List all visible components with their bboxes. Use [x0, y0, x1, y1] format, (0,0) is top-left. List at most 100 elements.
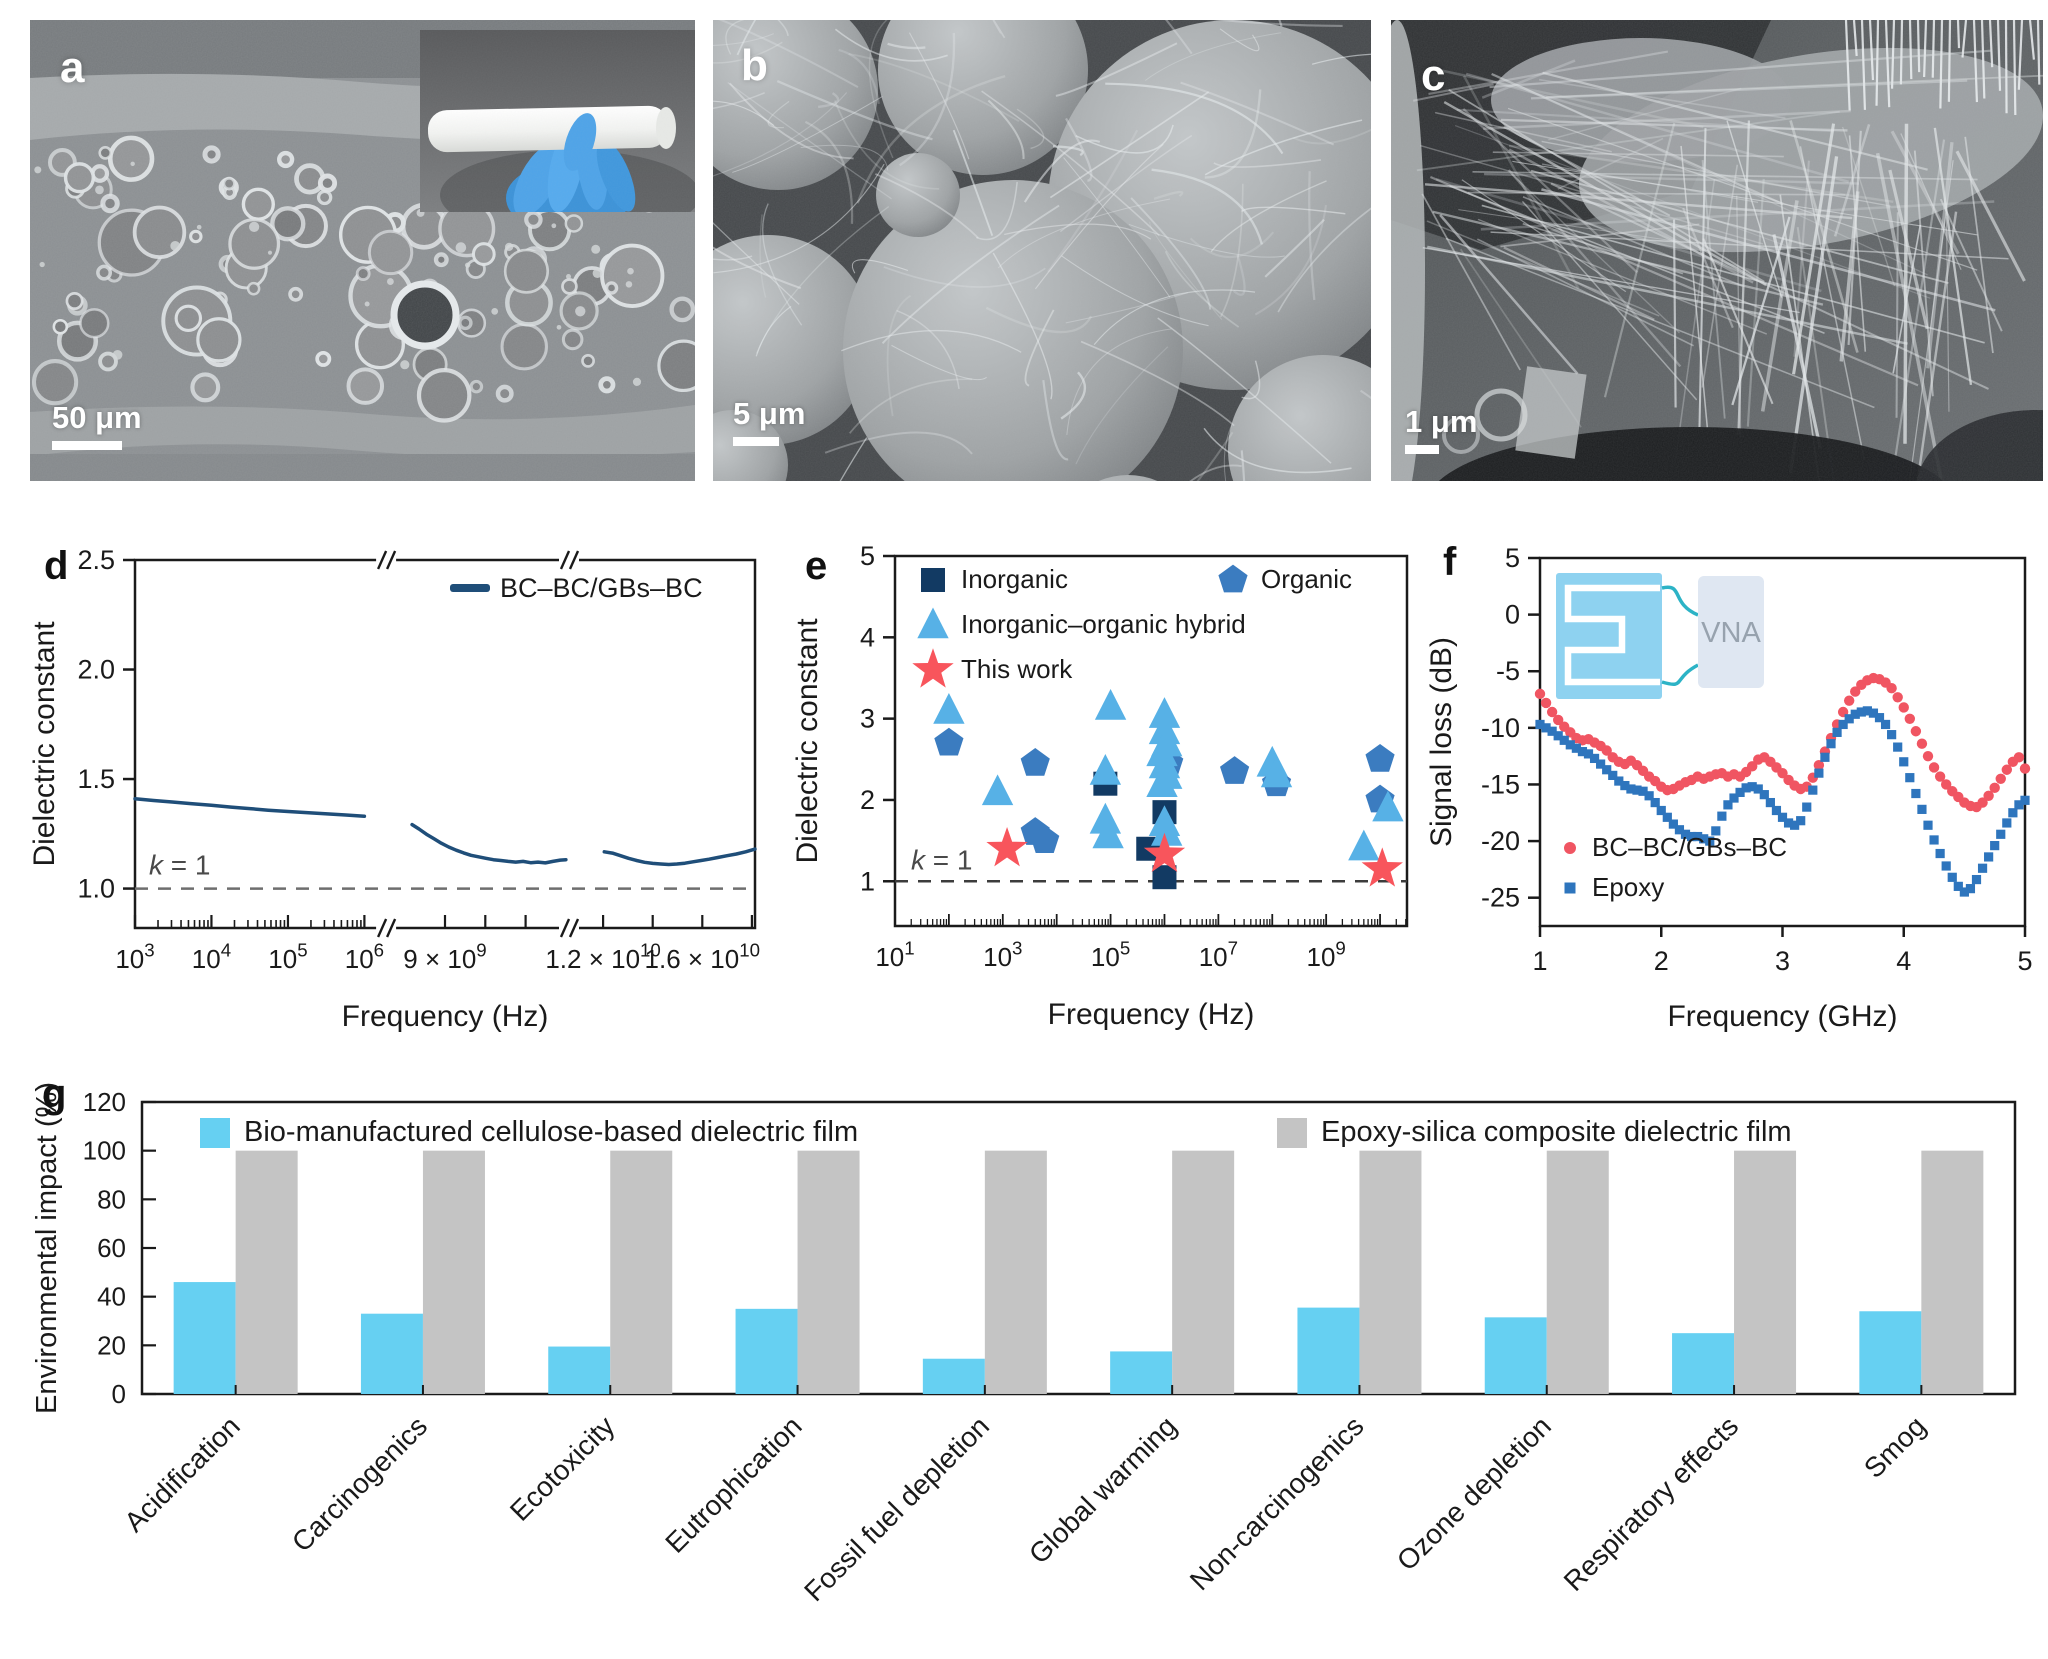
panel-a-sem-image: a 50 μm: [30, 20, 695, 481]
panel-e-label: e: [805, 544, 828, 588]
svg-text:This work: This work: [961, 654, 1073, 684]
svg-text:105: 105: [1091, 937, 1130, 972]
svg-text:80: 80: [97, 1184, 126, 1214]
svg-text:Ecotoxicity: Ecotoxicity: [504, 1410, 621, 1527]
svg-text:Fossil fuel depletion: Fossil fuel depletion: [798, 1410, 995, 1607]
svg-text:Inorganic–organic hybrid: Inorganic–organic hybrid: [961, 609, 1246, 639]
svg-text:5: 5: [2017, 946, 2032, 976]
panel-b-scalebar: 5 μm: [733, 398, 805, 446]
panel-f-label: f: [1443, 540, 1457, 584]
vna-measurement-inset: VNA: [1556, 573, 1764, 699]
svg-text:4: 4: [860, 622, 875, 652]
svg-text:3: 3: [1775, 946, 1790, 976]
svg-text:3: 3: [860, 704, 875, 734]
panel-b-label: b: [741, 41, 768, 90]
svg-text:103: 103: [983, 937, 1022, 972]
svg-text:Bio-manufactured cellulose-bas: Bio-manufactured cellulose-based dielect…: [244, 1116, 858, 1148]
svg-text:-20: -20: [1481, 826, 1520, 856]
svg-text:k = 1: k = 1: [911, 844, 972, 875]
svg-text:-15: -15: [1481, 769, 1520, 799]
panel-b-scalebar-text: 5 μm: [733, 396, 806, 431]
panel-a-scalebar: 50 μm: [52, 402, 142, 450]
svg-text:4: 4: [1896, 946, 1911, 976]
film-roll-photo: [420, 30, 695, 212]
chart-f-signal-loss-vs-frequency: 5 0 -5 -10 -15 -20 -25 1 2 3 4 5 BC–BC/GBs–BC Epoxy VN…: [1425, 543, 2033, 1033]
svg-text:-10: -10: [1481, 713, 1520, 743]
svg-text:9 × 109: 9 × 109: [403, 939, 486, 974]
svg-text:Eutrophication: Eutrophication: [659, 1410, 808, 1559]
svg-text:1: 1: [1532, 946, 1547, 976]
svg-text:Organic: Organic: [1261, 564, 1352, 594]
svg-text:2: 2: [860, 785, 875, 815]
svg-text:1: 1: [860, 866, 875, 896]
svg-text:-25: -25: [1481, 883, 1520, 913]
svg-text:1.5: 1.5: [77, 764, 115, 794]
svg-text:Global warming: Global warming: [1023, 1410, 1182, 1569]
svg-text:106: 106: [345, 939, 384, 974]
panel-g-chart: g 0 20 40 60 80 100 120 Acidification Carcinogen…: [30, 1072, 2043, 1659]
svg-text:103: 103: [115, 939, 154, 974]
panel-f-chart: f 5 0 -5 -10 -15 -20 -25 1 2 3 4 5 BC–BC/GBs–BC Epoxy…: [1425, 528, 2048, 1038]
svg-text:107: 107: [1199, 937, 1238, 972]
svg-text:2: 2: [1654, 946, 1669, 976]
chart-d-dielectric-vs-frequency: 1.0 1.5 2.0 2.5 103 104 105 106 9 × 109 1.2 × 101…: [30, 545, 761, 1033]
svg-text:Respiratory effects: Respiratory effects: [1558, 1410, 1745, 1597]
svg-text:60: 60: [97, 1233, 126, 1263]
svg-text:Carcinogenics: Carcinogenics: [286, 1410, 433, 1557]
svg-text:100: 100: [83, 1136, 126, 1166]
svg-text:Frequency (Hz): Frequency (Hz): [1048, 998, 1255, 1031]
svg-text:BC–BC/GBs–BC: BC–BC/GBs–BC: [500, 573, 703, 603]
chart-g-environmental-impact-bars: 0 20 40 60 80 100 120 Acidification Carcinogenic…: [31, 1082, 2017, 1607]
svg-text:Epoxy: Epoxy: [1592, 872, 1664, 902]
svg-text:Frequency (Hz): Frequency (Hz): [342, 1000, 549, 1033]
panel-a-inset-photo: [420, 30, 695, 212]
panel-c-scalebar: 1 μm: [1405, 406, 1477, 454]
chart-e-dielectric-comparison-scatter: 1 2 3 4 5 101 103 105 107 109 k = 1 Inorganic Organi…: [795, 541, 1409, 1031]
sem-microspheres-image: [713, 20, 1371, 481]
svg-text:104: 104: [192, 939, 231, 974]
svg-text:40: 40: [97, 1282, 126, 1312]
panel-c-label: c: [1421, 51, 1446, 100]
svg-text:105: 105: [268, 939, 307, 974]
svg-text:Frequency (GHz): Frequency (GHz): [1667, 1000, 1897, 1033]
svg-text:20: 20: [97, 1330, 126, 1360]
svg-text:Environmental impact (%): Environmental impact (%): [31, 1082, 63, 1414]
svg-text:Non-carcinogenics: Non-carcinogenics: [1184, 1410, 1370, 1596]
svg-text:Inorganic: Inorganic: [961, 564, 1068, 594]
panel-g-label: g: [42, 1072, 67, 1116]
svg-text:0: 0: [112, 1379, 126, 1409]
svg-text:2.5: 2.5: [77, 545, 115, 575]
svg-text:Epoxy-silica composite dielect: Epoxy-silica composite dielectric film: [1321, 1116, 1792, 1148]
panel-d-label: d: [44, 544, 69, 588]
panel-a-scalebar-text: 50 μm: [52, 400, 142, 435]
svg-text:Dielectric constant: Dielectric constant: [795, 618, 824, 864]
svg-text:Acidification: Acidification: [118, 1410, 246, 1538]
svg-text:-5: -5: [1496, 656, 1520, 686]
svg-text:109: 109: [1306, 937, 1345, 972]
svg-text:101: 101: [875, 937, 914, 972]
svg-text:5: 5: [1505, 543, 1520, 573]
panel-a-label: a: [60, 43, 85, 92]
svg-text:Smog: Smog: [1858, 1410, 1932, 1484]
svg-text:0: 0: [1505, 600, 1520, 630]
panel-d-chart: d 1.0 1.5 2.0 2.5 103 104 105 106 9 × 109 1.2 × 1…: [30, 528, 775, 1038]
svg-text:1.6 × 1010: 1.6 × 1010: [645, 939, 761, 974]
svg-text:1.2 × 1010: 1.2 × 1010: [545, 939, 661, 974]
sem-nanofibers-image: [1391, 20, 2043, 481]
panel-b-sem-image: b 5 μm: [713, 20, 1371, 481]
svg-text:k = 1: k = 1: [149, 850, 210, 881]
svg-text:Ozone depletion: Ozone depletion: [1391, 1410, 1557, 1576]
panel-e-chart: e 1 2 3 4 5 101 103 105 107 109 k = 1 Inorganic Orga…: [795, 528, 1420, 1038]
svg-text:BC–BC/GBs–BC: BC–BC/GBs–BC: [1592, 832, 1787, 862]
svg-text:120: 120: [83, 1087, 126, 1117]
svg-text:VNA: VNA: [1701, 617, 1761, 649]
panel-c-scalebar-line: [1405, 445, 1439, 454]
panel-c-sem-image: c 1 μm: [1391, 20, 2043, 481]
svg-text:2.0: 2.0: [77, 655, 115, 685]
svg-text:1.0: 1.0: [77, 874, 115, 904]
panel-b-scalebar-line: [733, 437, 779, 446]
svg-text:5: 5: [860, 541, 875, 571]
panel-a-scalebar-line: [52, 441, 122, 450]
svg-text:Dielectric constant: Dielectric constant: [30, 621, 61, 867]
